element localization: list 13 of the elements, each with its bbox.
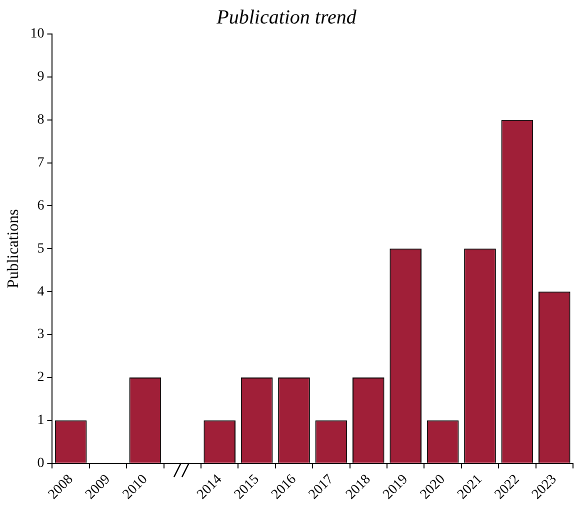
y-tick-label: 10	[30, 26, 44, 42]
y-tick-label: 4	[37, 284, 44, 300]
y-tick-label: 8	[37, 112, 44, 128]
y-tick-label: 0	[37, 456, 44, 471]
y-axis-title: Publications	[4, 209, 22, 288]
chart-title: Publication trend	[216, 6, 358, 28]
y-tick-label: 5	[37, 241, 44, 256]
y-tick-label: 6	[37, 198, 44, 214]
y-tick-label: 2	[37, 370, 44, 386]
y-tick-label: 7	[37, 155, 44, 170]
y-tick-label: 3	[37, 327, 44, 342]
y-tick-label: 9	[37, 70, 44, 85]
y-tick-label: 1	[37, 413, 44, 428]
